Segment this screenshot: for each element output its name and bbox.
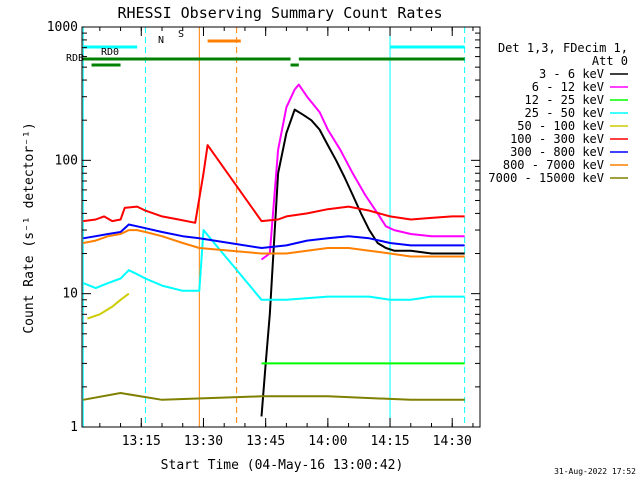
vertical-markers	[82, 27, 466, 427]
state-bar-label: N	[158, 35, 164, 46]
y-tick-label: 10	[62, 287, 78, 302]
plot-area: N S RD0 RDB	[66, 27, 466, 427]
series-line	[83, 223, 465, 249]
x-tick-label: 14:15	[370, 434, 409, 449]
series-line	[83, 229, 465, 258]
legend-label: 50 - 100 keV	[517, 119, 604, 133]
series-line	[82, 229, 465, 301]
legend-label: 100 - 300 keV	[510, 132, 604, 146]
x-tick-label: 14:00	[308, 434, 347, 449]
legend-label: 800 - 7000 keV	[503, 158, 604, 172]
x-axis: 13:15 13:30 13:45 14:00 14:15 14:30	[99, 27, 474, 449]
series-line	[83, 144, 465, 224]
state-bar-label: S	[178, 29, 184, 40]
y-tick-label: 1	[70, 420, 78, 435]
series-line	[260, 83, 465, 261]
legend-label: 12 - 25 keV	[525, 93, 604, 107]
legend-header-line-2: Att 0	[592, 54, 628, 68]
x-tick-label: 13:30	[184, 434, 223, 449]
x-tick-label: 13:15	[122, 434, 161, 449]
y-tick-label: 100	[55, 153, 78, 168]
chart-title: RHESSI Observing Summary Count Rates	[117, 4, 442, 22]
legend-label: 6 - 12 keV	[532, 80, 604, 94]
legend-label: 7000 - 15000 keV	[488, 171, 604, 185]
series-line	[87, 292, 130, 320]
legend-label: 300 - 800 keV	[510, 145, 604, 159]
x-tick-label: 13:45	[246, 434, 285, 449]
x-axis-label: Start Time (04-May-16 13:00:42)	[161, 458, 404, 473]
x-tick-label: 14:30	[433, 434, 472, 449]
series-line	[83, 392, 465, 401]
legend-label: 3 - 6 keV	[539, 67, 604, 81]
y-tick-label: 1000	[47, 20, 78, 35]
state-bars: N S RD0 RDB	[66, 29, 465, 67]
series-line	[260, 108, 465, 417]
series-lines	[82, 83, 465, 417]
legend-label: 25 - 50 keV	[525, 106, 604, 120]
legend-header-line-1: Det 1,3, FDecim 1,	[498, 41, 628, 55]
footer-timestamp: 31-Aug-2022 17:52	[554, 467, 636, 476]
state-bar-label: RDB	[66, 53, 84, 64]
state-bar-label: RD0	[101, 47, 119, 58]
plot-frame	[81, 26, 481, 428]
y-axis-label: Count Rate (s⁻¹ detector⁻¹)	[22, 122, 37, 333]
y-axis: 1 10 100 1000	[47, 20, 480, 435]
